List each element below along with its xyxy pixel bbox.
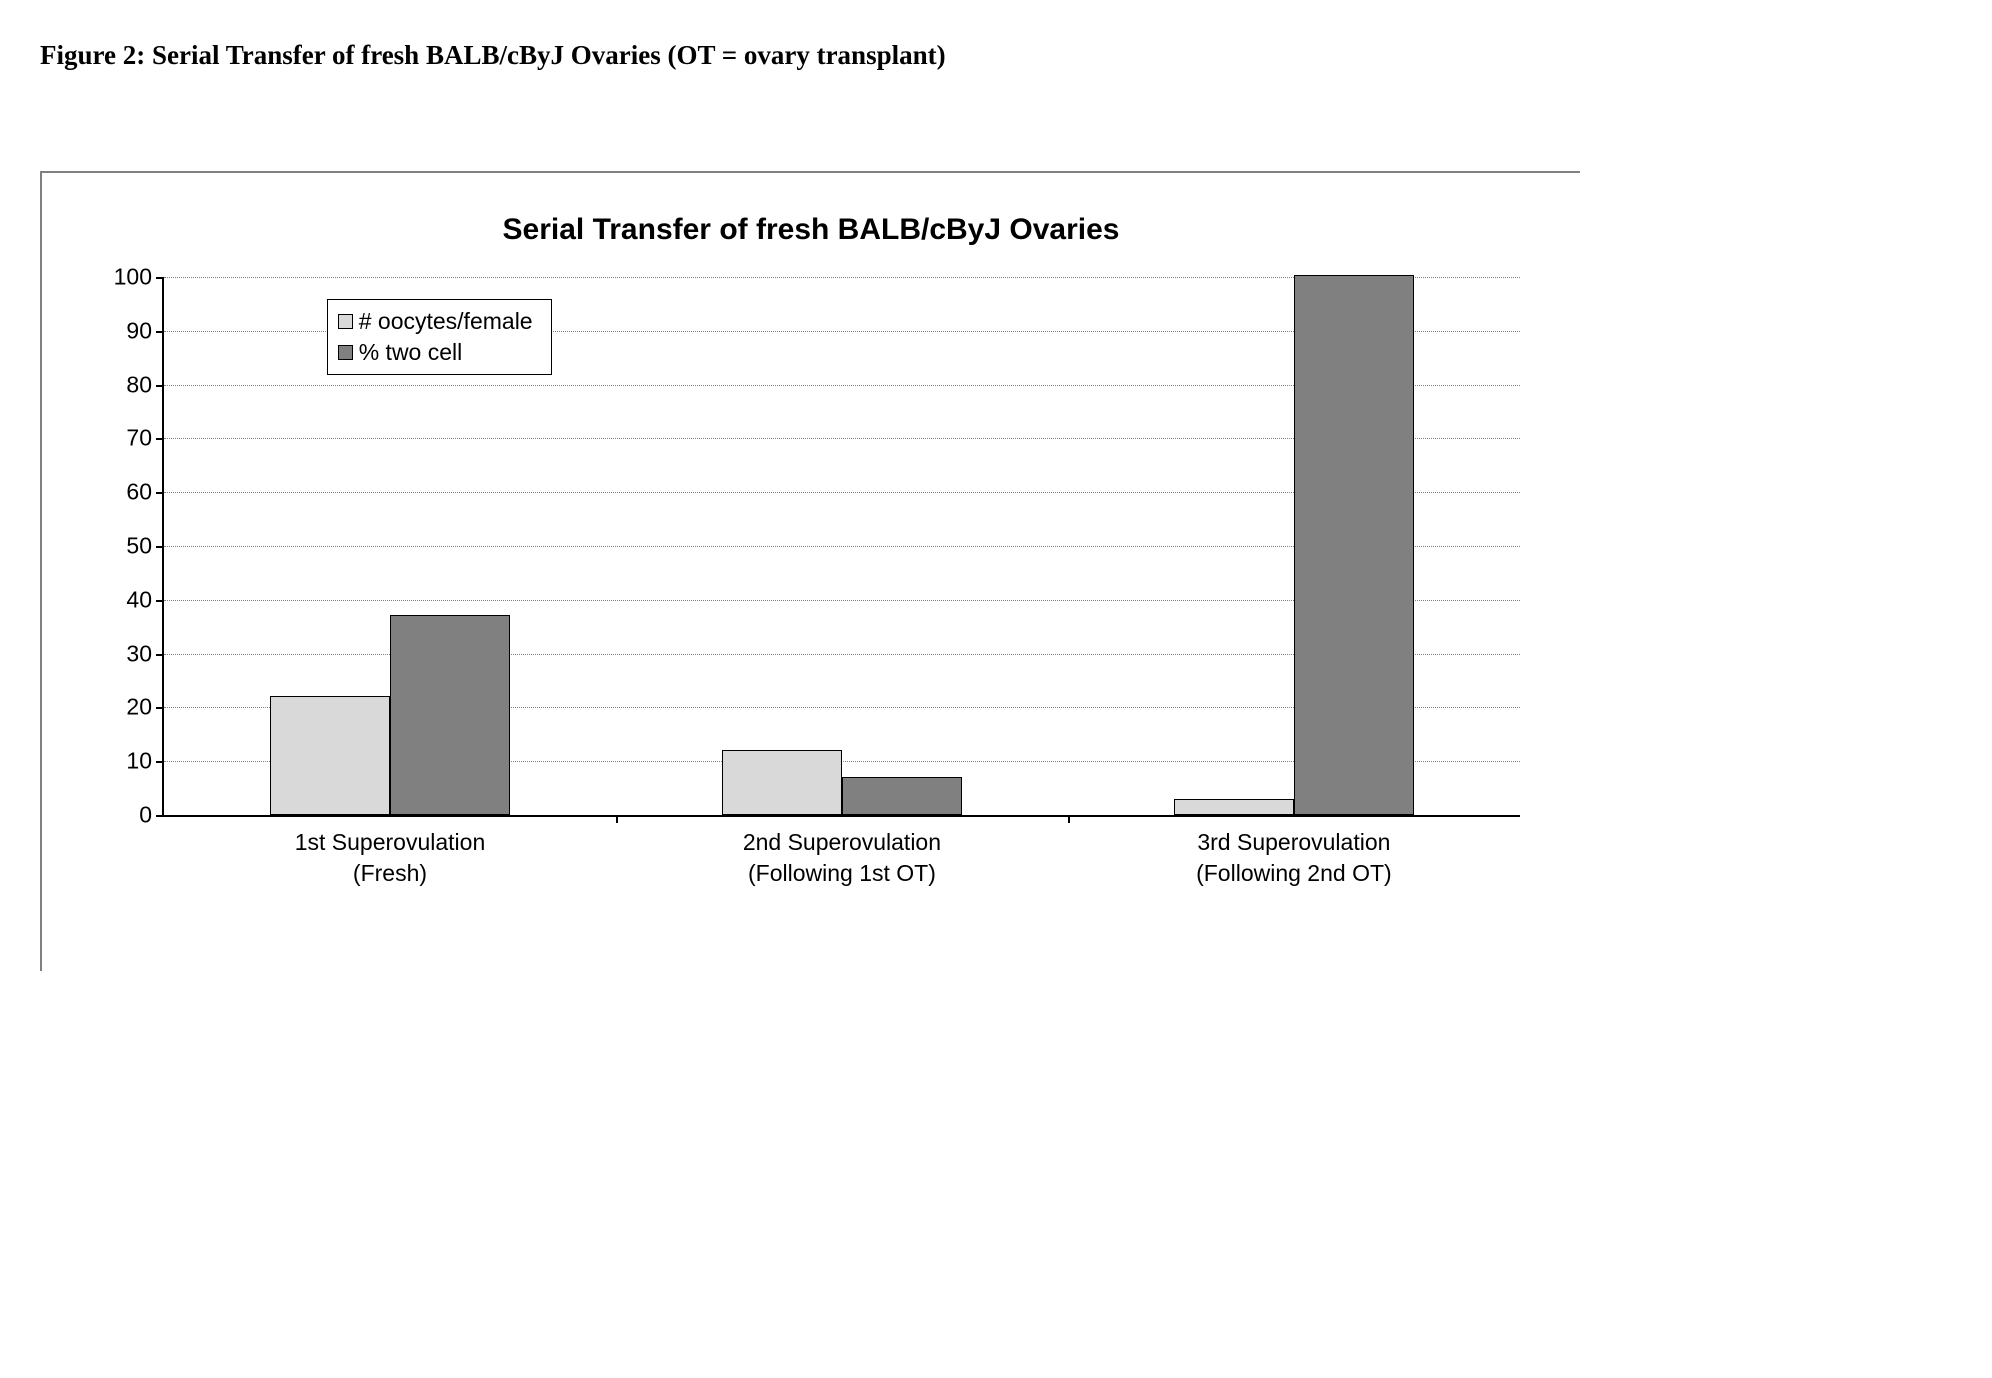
ytick-label: 30 [126, 640, 164, 667]
legend-swatch [338, 345, 353, 360]
ytick-label: 100 [114, 264, 164, 291]
x-category-label: 2nd Superovulation (Following 1st OT) [616, 815, 1068, 889]
plot-area: # oocytes/female% two cell 0102030405060… [162, 277, 1520, 817]
ytick-label: 60 [126, 479, 164, 506]
legend: # oocytes/female% two cell [327, 299, 552, 375]
bar [270, 696, 390, 815]
ytick-label: 70 [126, 425, 164, 452]
bar [722, 750, 842, 815]
figure-caption: Figure 2: Serial Transfer of fresh BALB/… [40, 40, 1952, 71]
x-category-label: 3rd Superovulation (Following 2nd OT) [1068, 815, 1520, 889]
chart-title: Serial Transfer of fresh BALB/cByJ Ovari… [82, 213, 1540, 247]
ytick-label: 40 [126, 586, 164, 613]
bar-group [1068, 275, 1520, 815]
bar-group [164, 615, 616, 815]
ytick-label: 90 [126, 317, 164, 344]
chart-frame: Serial Transfer of fresh BALB/cByJ Ovari… [40, 171, 1580, 971]
bar [842, 777, 962, 815]
legend-label: % two cell [359, 337, 463, 368]
bar [1294, 275, 1414, 815]
ytick-label: 10 [126, 748, 164, 775]
plot-wrap: # oocytes/female% two cell 0102030405060… [162, 277, 1520, 817]
legend-item: # oocytes/female [338, 306, 533, 337]
legend-item: % two cell [338, 337, 533, 368]
ytick-label: 20 [126, 694, 164, 721]
legend-swatch [338, 314, 353, 329]
bar [1174, 799, 1294, 815]
bar [390, 615, 510, 815]
bar-group [616, 750, 1068, 815]
ytick-label: 0 [139, 802, 164, 829]
ytick-label: 50 [126, 533, 164, 560]
ytick-label: 80 [126, 371, 164, 398]
legend-label: # oocytes/female [359, 306, 533, 337]
x-category-label: 1st Superovulation (Fresh) [164, 815, 616, 889]
